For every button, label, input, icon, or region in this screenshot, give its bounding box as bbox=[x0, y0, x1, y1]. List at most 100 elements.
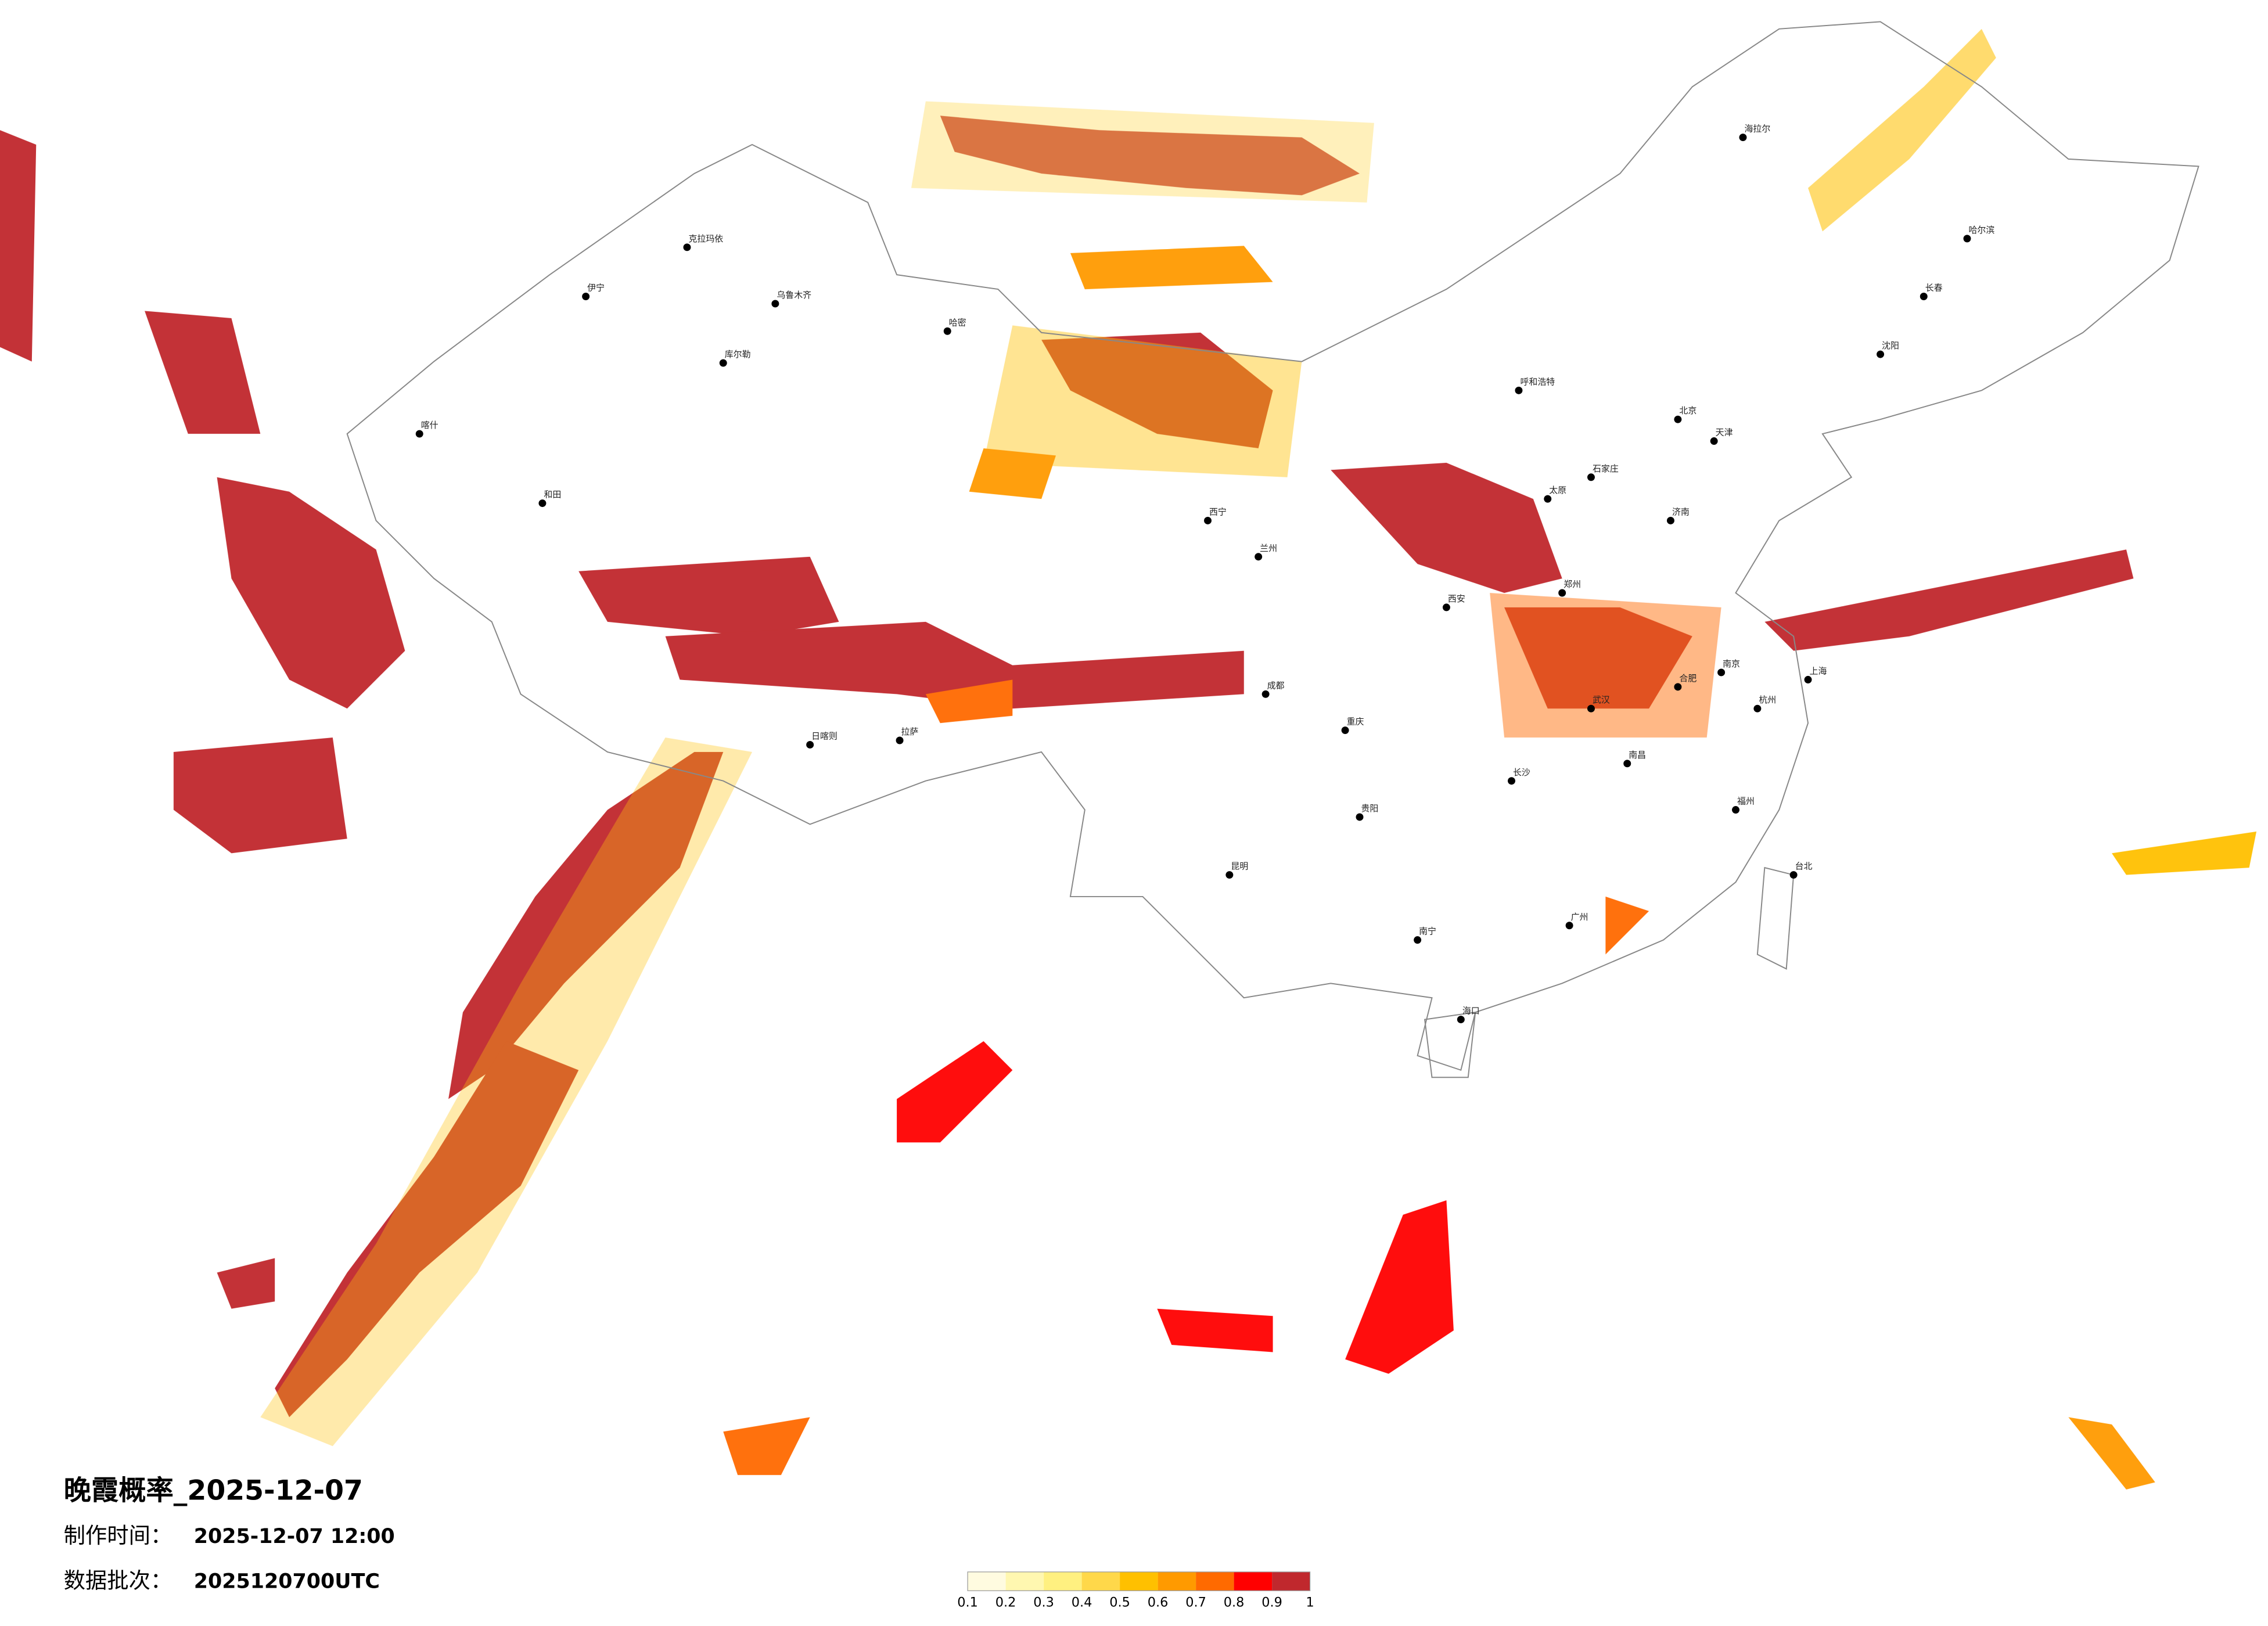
city-label: 济南 bbox=[1672, 507, 1690, 517]
city-dot bbox=[771, 300, 779, 308]
city-label: 西宁 bbox=[1209, 507, 1227, 517]
legend-tick-label: 0.1 bbox=[957, 1595, 978, 1610]
city-label: 西安 bbox=[1448, 593, 1465, 604]
city-dot bbox=[1717, 668, 1726, 677]
city-dot bbox=[719, 359, 727, 367]
legend-swatch bbox=[1196, 1571, 1234, 1591]
city-dot bbox=[1587, 473, 1595, 481]
city-label: 郑州 bbox=[1563, 579, 1581, 589]
city-label: 合肥 bbox=[1679, 673, 1696, 684]
city-dot bbox=[1623, 760, 1631, 768]
city-label: 南宁 bbox=[1419, 926, 1436, 937]
legend-swatch bbox=[968, 1571, 1006, 1591]
legend-swatch bbox=[1234, 1571, 1273, 1591]
city-dot bbox=[1414, 936, 1422, 944]
city-dot bbox=[1963, 235, 1971, 243]
city-label: 长春 bbox=[1925, 283, 1943, 293]
city-dot bbox=[1877, 350, 1885, 358]
city-label: 重庆 bbox=[1347, 717, 1364, 727]
city-dot bbox=[1587, 704, 1595, 713]
city-dot bbox=[582, 293, 590, 300]
city-dot bbox=[1739, 134, 1747, 142]
made-value: 2025-12-07 12:00 bbox=[194, 1525, 395, 1548]
city-label: 上海 bbox=[1810, 665, 1827, 676]
city-dot bbox=[1515, 386, 1523, 394]
city-label: 伊宁 bbox=[587, 283, 605, 293]
city-label: 克拉玛依 bbox=[688, 233, 723, 244]
legend-swatch bbox=[1158, 1571, 1196, 1591]
city-label: 日喀则 bbox=[811, 731, 838, 742]
city-label: 哈密 bbox=[949, 317, 966, 328]
city-label: 沈阳 bbox=[1882, 340, 1899, 351]
city-label: 海口 bbox=[1462, 1006, 1480, 1016]
city-label: 和田 bbox=[544, 490, 561, 500]
legend-swatch bbox=[1044, 1571, 1082, 1591]
city-label: 昆明 bbox=[1231, 861, 1248, 872]
legend-tick-label: 0.6 bbox=[1148, 1595, 1169, 1610]
city-dot bbox=[415, 430, 423, 438]
city-dot bbox=[1442, 603, 1450, 611]
city-label: 乌鲁木齐 bbox=[777, 290, 811, 300]
city-label: 石家庄 bbox=[1593, 463, 1619, 474]
city-dot bbox=[1674, 683, 1682, 691]
city-label: 库尔勒 bbox=[725, 349, 751, 359]
city-dot bbox=[896, 736, 904, 744]
city-dot bbox=[806, 740, 814, 749]
city-dot bbox=[1710, 437, 1718, 445]
city-label: 兰州 bbox=[1260, 543, 1277, 553]
batch-label: 数据批次： bbox=[64, 1567, 172, 1593]
legend-tick-label: 0.4 bbox=[1072, 1595, 1092, 1610]
city-label: 喀什 bbox=[421, 420, 438, 430]
city-dot bbox=[1255, 553, 1263, 561]
heat-layer bbox=[0, 28, 2257, 1490]
legend-tick-label: 0.9 bbox=[1261, 1595, 1282, 1610]
city-label: 南昌 bbox=[1629, 750, 1646, 760]
city-label: 南京 bbox=[1723, 659, 1740, 669]
city-label: 杭州 bbox=[1759, 695, 1776, 705]
legend-tick-label: 0.3 bbox=[1033, 1595, 1054, 1610]
city-label: 武汉 bbox=[1593, 695, 1610, 705]
legend-tick-label: 0.2 bbox=[995, 1595, 1016, 1610]
city-label: 台北 bbox=[1795, 861, 1813, 872]
city-label: 呼和浩特 bbox=[1520, 376, 1555, 387]
city-label: 长沙 bbox=[1513, 767, 1530, 778]
city-dot bbox=[1341, 726, 1349, 735]
city-dot bbox=[1674, 415, 1682, 423]
legend-swatch bbox=[1272, 1571, 1310, 1591]
legend-tick-label: 0.8 bbox=[1224, 1595, 1245, 1610]
city-dot bbox=[1261, 690, 1270, 698]
city-dot bbox=[1508, 777, 1515, 785]
boundaries bbox=[346, 21, 2199, 1078]
city-dot bbox=[1753, 704, 1762, 713]
legend-tick-label: 0.7 bbox=[1185, 1595, 1206, 1610]
city-label: 太原 bbox=[1549, 485, 1566, 495]
city-label: 广州 bbox=[1571, 912, 1588, 922]
city-dot bbox=[1356, 813, 1364, 821]
city-label: 福州 bbox=[1737, 796, 1755, 807]
city-dot bbox=[1789, 871, 1798, 879]
city-dot bbox=[538, 499, 547, 508]
city-dot bbox=[1204, 517, 1212, 524]
map-title: 晚霞概率_2025-12-07 bbox=[64, 1474, 363, 1506]
city-dot bbox=[1804, 675, 1812, 684]
legend-border bbox=[967, 1571, 1311, 1591]
city-dot bbox=[943, 327, 951, 335]
city-dot bbox=[1732, 806, 1739, 814]
city-label: 天津 bbox=[1716, 427, 1733, 438]
legend-tick-label: 0.5 bbox=[1109, 1595, 1130, 1610]
city-dot bbox=[1920, 293, 1928, 300]
legend-swatch bbox=[1081, 1571, 1120, 1591]
city-label: 北京 bbox=[1679, 405, 1696, 416]
legend-swatch bbox=[1120, 1571, 1158, 1591]
city-dot bbox=[1457, 1016, 1465, 1024]
city-label: 海拉尔 bbox=[1744, 124, 1770, 134]
legend-tick-label: 1 bbox=[1306, 1595, 1314, 1610]
city-label: 成都 bbox=[1267, 680, 1285, 690]
city-dot bbox=[1666, 517, 1674, 524]
city-dot bbox=[1565, 922, 1573, 930]
city-dot bbox=[1558, 589, 1566, 597]
city-dot bbox=[1544, 495, 1552, 503]
batch-value: 2025120700UTC bbox=[194, 1570, 380, 1593]
